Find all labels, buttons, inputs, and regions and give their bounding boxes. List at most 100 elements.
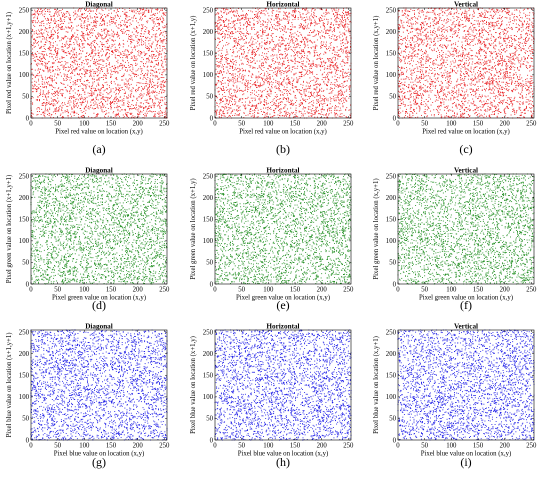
scatter-point bbox=[135, 105, 137, 106]
scatter-point bbox=[286, 100, 288, 102]
scatter-point bbox=[253, 43, 255, 45]
scatter-point bbox=[128, 88, 130, 90]
scatter-point bbox=[130, 83, 132, 85]
scatter-point bbox=[49, 113, 51, 115]
scatter-point bbox=[97, 63, 99, 65]
scatter-point bbox=[33, 20, 35, 21]
scatter-point bbox=[122, 89, 124, 90]
scatter-point bbox=[105, 28, 107, 30]
scatter-point bbox=[289, 115, 291, 117]
scatter-point bbox=[103, 18, 104, 20]
scatter-point bbox=[114, 114, 116, 116]
scatter-point bbox=[85, 17, 87, 18]
scatter-point bbox=[71, 108, 72, 110]
scatter-point bbox=[103, 79, 104, 81]
scatter-point bbox=[133, 55, 135, 57]
scatter-point bbox=[216, 109, 218, 111]
scatter-point bbox=[81, 73, 83, 75]
scatter-point bbox=[79, 17, 81, 19]
scatter-point bbox=[83, 35, 85, 37]
scatter-point bbox=[148, 102, 150, 104]
scatter-point bbox=[154, 111, 156, 112]
scatter-point bbox=[149, 45, 151, 47]
scatter-point bbox=[70, 57, 71, 59]
scatter-point bbox=[127, 50, 128, 52]
scatter-point bbox=[342, 105, 344, 107]
scatter-point bbox=[222, 55, 223, 56]
scatter-point bbox=[49, 23, 51, 24]
scatter-point bbox=[306, 81, 308, 83]
scatter-point bbox=[220, 114, 222, 116]
scatter-point bbox=[275, 14, 277, 16]
scatter-point bbox=[284, 7, 286, 9]
scatter-point bbox=[314, 20, 316, 22]
scatter-point bbox=[75, 69, 77, 71]
scatter-point bbox=[103, 74, 104, 76]
scatter-point bbox=[143, 41, 144, 43]
scatter-point bbox=[156, 97, 158, 99]
scatter-point bbox=[129, 19, 131, 21]
scatter-point bbox=[316, 51, 318, 53]
scatter-point bbox=[242, 69, 244, 71]
scatter-point bbox=[342, 71, 344, 73]
scatter-point bbox=[156, 8, 158, 10]
scatter-point bbox=[102, 96, 103, 98]
scatter-point bbox=[280, 94, 282, 96]
scatter-point bbox=[294, 17, 295, 18]
scatter-point bbox=[324, 83, 326, 85]
scatter-point bbox=[320, 26, 322, 28]
scatter-point bbox=[315, 107, 317, 109]
scatter-point bbox=[31, 112, 33, 114]
scatter-point bbox=[119, 70, 121, 71]
scatter-point bbox=[318, 95, 319, 97]
scatter-point bbox=[92, 48, 94, 50]
scatter-point bbox=[231, 21, 233, 23]
scatter-point bbox=[123, 28, 125, 30]
scatter-point bbox=[107, 98, 109, 100]
scatter-point bbox=[56, 93, 58, 95]
scatter-point bbox=[339, 85, 341, 87]
scatter-point bbox=[248, 64, 250, 66]
scatter-point bbox=[236, 78, 238, 80]
scatter-point bbox=[62, 43, 63, 45]
scatter-point bbox=[215, 39, 216, 40]
scatter-point bbox=[238, 107, 239, 109]
scatter-point bbox=[234, 100, 236, 102]
scatter-point bbox=[55, 92, 56, 93]
scatter-point bbox=[57, 95, 59, 97]
scatter-point bbox=[77, 36, 79, 38]
scatter-point bbox=[115, 51, 117, 53]
scatter-point bbox=[114, 97, 116, 99]
scatter-point bbox=[139, 55, 141, 57]
scatter-point bbox=[224, 92, 226, 93]
scatter-point bbox=[339, 56, 341, 58]
scatter-point bbox=[163, 13, 165, 15]
scatter-point bbox=[74, 97, 76, 99]
scatter-point bbox=[106, 51, 108, 53]
scatter-point bbox=[76, 42, 78, 44]
scatter-point bbox=[217, 28, 219, 30]
scatter-point bbox=[266, 81, 268, 83]
scatter-point bbox=[162, 48, 164, 50]
scatter-point bbox=[161, 99, 163, 101]
scatter-point bbox=[232, 73, 234, 75]
scatter-point bbox=[120, 24, 122, 26]
scatter-point bbox=[148, 11, 150, 13]
scatter-point bbox=[66, 43, 68, 45]
scatter-point bbox=[161, 32, 163, 34]
scatter-point bbox=[131, 51, 133, 53]
scatter-point bbox=[81, 26, 83, 28]
scatter-point bbox=[58, 10, 60, 12]
scatter-point bbox=[129, 90, 131, 92]
scatter-point bbox=[279, 98, 280, 100]
scatter-point bbox=[313, 92, 315, 93]
scatter-point bbox=[336, 113, 338, 115]
scatter-point bbox=[80, 94, 82, 96]
scatter-point bbox=[237, 42, 239, 44]
scatter-point bbox=[39, 22, 41, 24]
scatter-panel: 0 50 100 150 200 250050100150200250DiagonalPi… bbox=[6, 1, 170, 157]
scatter-point bbox=[139, 66, 141, 68]
scatter-point bbox=[274, 112, 276, 114]
scatter-point bbox=[165, 113, 167, 115]
scatter-point bbox=[304, 42, 306, 44]
